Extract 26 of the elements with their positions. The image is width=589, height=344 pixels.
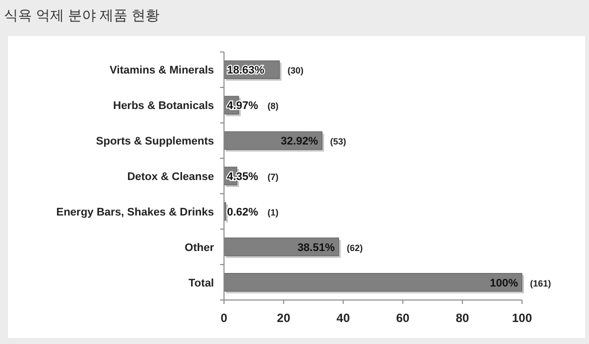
text: 식욕 억제 분야 제품 현황 bbox=[4, 7, 160, 23]
annotation: (1) bbox=[268, 207, 278, 218]
x-tick-label: 80 bbox=[456, 311, 470, 325]
x-tick-label: 0 bbox=[220, 311, 228, 325]
data-label: 18.63% bbox=[227, 64, 265, 77]
annotation: (8) bbox=[268, 101, 278, 112]
y-tick-label: Detox & Cleanse bbox=[127, 171, 214, 183]
x-tick-label: 60 bbox=[396, 311, 410, 325]
annotation: (62) bbox=[346, 242, 363, 253]
y-tick-label: Other bbox=[184, 242, 215, 254]
y-tick-label: Vitamins & Minerals bbox=[110, 64, 214, 77]
data-label: 100% bbox=[490, 277, 518, 290]
x-tick-label: 40 bbox=[336, 311, 350, 325]
y-tick-label: Energy Bars, Shakes & Drinks bbox=[56, 206, 214, 218]
y-tick-label: Sports & Supplements bbox=[96, 136, 214, 148]
text: (161) bbox=[530, 278, 552, 288]
annotation: (53) bbox=[330, 136, 346, 147]
x-tick-label: 20 bbox=[276, 311, 291, 325]
y-tick-label: Herbs & Botanicals bbox=[113, 100, 214, 112]
annotation: (30) bbox=[288, 66, 304, 76]
annotation: (7) bbox=[268, 172, 278, 182]
y-tick-label: Total bbox=[188, 277, 214, 290]
data-label: 32.92% bbox=[280, 136, 318, 148]
x-tick-label: 100 bbox=[512, 311, 532, 325]
data-label: 38.51% bbox=[297, 242, 335, 254]
data-label: 0.62% bbox=[227, 206, 258, 218]
